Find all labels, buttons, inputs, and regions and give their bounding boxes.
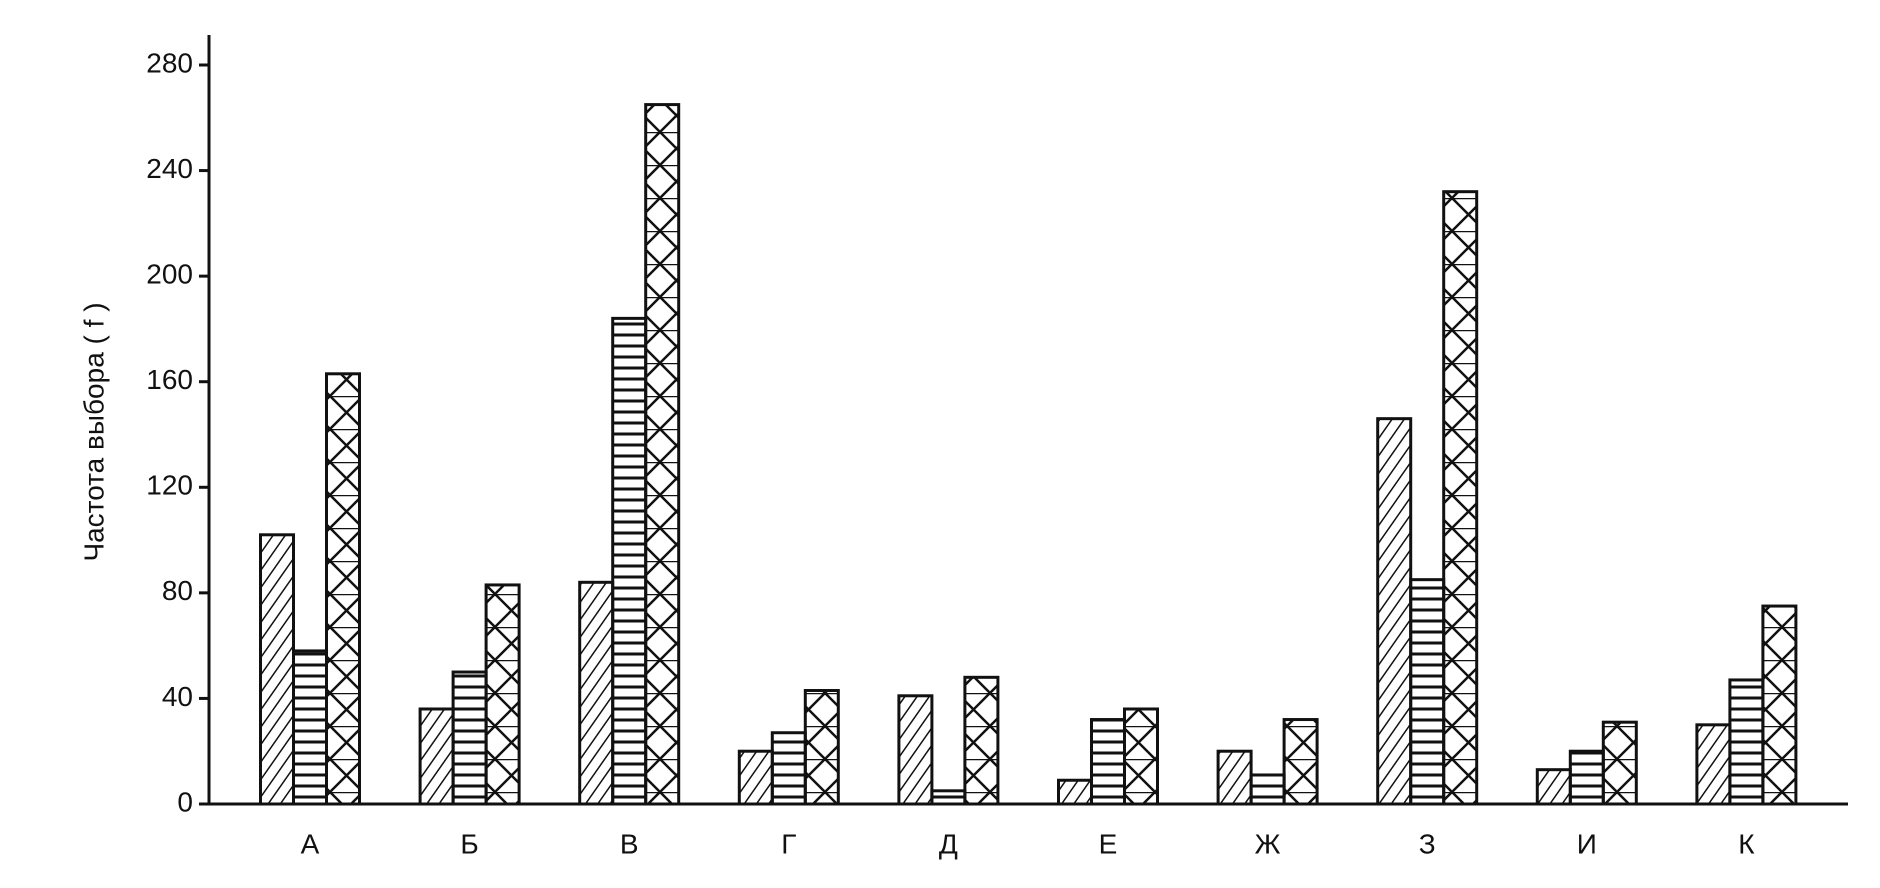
y-axis-label: Частота выбора ( f ) [78, 302, 109, 561]
bar [1057, 778, 1093, 806]
y-tick-label: 160 [146, 364, 193, 395]
y-tick-label: 120 [146, 470, 193, 501]
bar [1249, 773, 1286, 806]
bar [1090, 718, 1126, 806]
bar [484, 583, 521, 806]
bar [292, 649, 328, 806]
x-tick-label: А [301, 828, 320, 859]
bar [644, 103, 681, 806]
x-tick-label: З [1419, 828, 1436, 859]
x-tick-label: Ж [1255, 828, 1281, 859]
y-tick-label: 40 [162, 681, 193, 712]
y-tick-label: 240 [146, 153, 193, 184]
bar [897, 694, 934, 806]
bar [325, 372, 361, 806]
y-tick-label: 280 [146, 47, 193, 78]
x-tick-label: Г [781, 828, 796, 859]
bar [1123, 707, 1159, 806]
bar [1761, 604, 1798, 806]
x-tick-label: Д [939, 828, 958, 859]
bar [1282, 718, 1319, 806]
bar [1442, 190, 1479, 806]
bar [1568, 749, 1605, 806]
bar [1216, 749, 1253, 806]
bar [418, 707, 455, 806]
bar [1695, 723, 1732, 806]
x-tick-label: Б [460, 828, 478, 859]
bar [803, 689, 840, 806]
bar [451, 670, 488, 806]
bar [930, 789, 967, 806]
x-tick-label: В [620, 828, 639, 859]
bar [1535, 768, 1572, 806]
y-tick-label: 0 [177, 786, 193, 817]
y-tick-label: 200 [146, 259, 193, 290]
x-tick-label: И [1577, 828, 1597, 859]
bar [578, 580, 615, 806]
bar [259, 533, 295, 806]
bar [770, 731, 807, 806]
x-tick-label: К [1738, 828, 1755, 859]
bar [1376, 417, 1413, 806]
bar [963, 675, 1000, 806]
x-tick-label: Е [1099, 828, 1118, 859]
bar [1409, 578, 1446, 806]
bar [611, 316, 648, 806]
bar [737, 749, 774, 806]
bar [1601, 720, 1638, 806]
y-tick-label: 80 [162, 575, 193, 606]
bar [1728, 678, 1765, 806]
